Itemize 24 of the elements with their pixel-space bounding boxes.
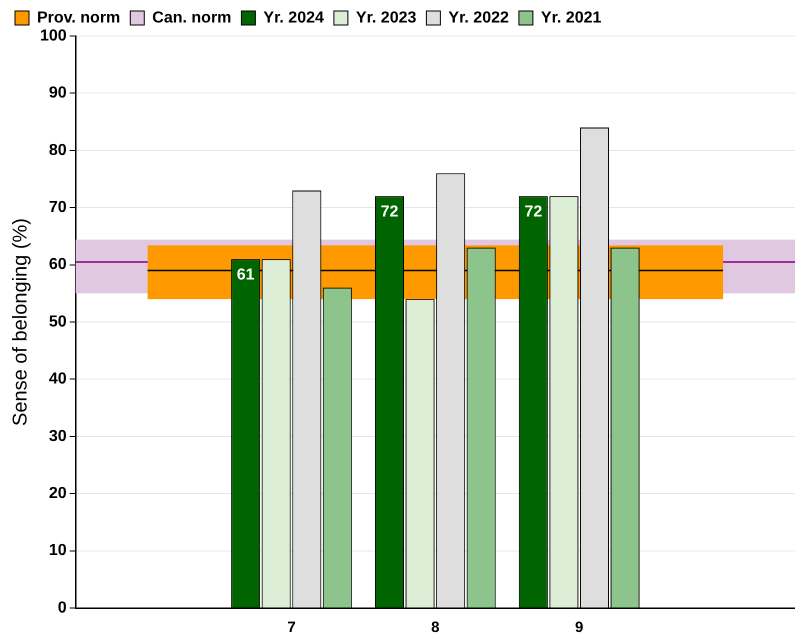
y-tick-label: 0 xyxy=(58,599,67,616)
x-tick-label: 7 xyxy=(287,619,296,636)
data-label: 61 xyxy=(236,266,255,284)
y-tick-label: 10 xyxy=(48,542,67,560)
y-tick-label: 100 xyxy=(40,27,67,44)
y-tick-label: 40 xyxy=(48,370,67,388)
data-label: 72 xyxy=(380,204,398,221)
legend-label: Yr. 2022 xyxy=(448,9,509,26)
x-tick-label: 8 xyxy=(431,619,440,636)
legend-label: Yr. 2021 xyxy=(540,9,602,26)
y-tick-label: 90 xyxy=(48,84,67,102)
y-tick-label: 30 xyxy=(48,428,67,445)
legend-label: Yr. 2023 xyxy=(356,9,416,26)
y-tick-label: 80 xyxy=(48,142,67,159)
legend-label: Can. norm xyxy=(152,9,232,26)
y-tick-label: 20 xyxy=(48,485,67,502)
legend-label: Prov. norm xyxy=(37,9,120,26)
y-axis-title: Sense of belonging (%) xyxy=(10,218,32,426)
legend-label: Yr. 2024 xyxy=(263,9,324,26)
x-tick-label: 9 xyxy=(575,619,584,636)
y-tick-label: 60 xyxy=(48,256,67,274)
data-label: 72 xyxy=(524,204,542,221)
y-tick-label: 50 xyxy=(48,313,67,330)
y-tick-label: 70 xyxy=(48,199,67,216)
